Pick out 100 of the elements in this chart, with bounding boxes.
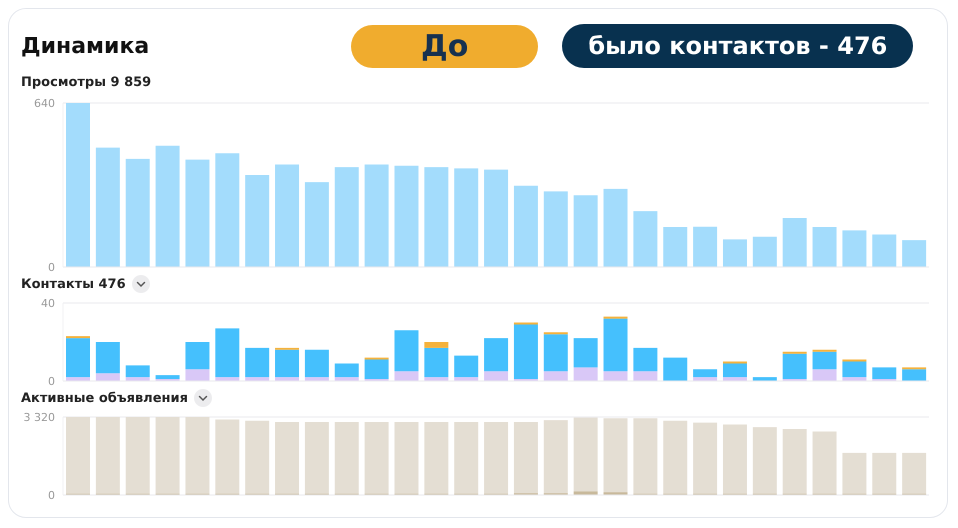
bar [902,240,926,267]
bar [514,324,538,380]
bar [872,367,896,380]
bar [275,422,300,494]
bar [544,191,568,267]
bar [782,354,807,380]
bar [394,166,418,267]
bar [544,420,568,494]
bar [215,377,240,381]
bar [722,424,747,494]
bar [544,334,568,372]
bar [782,218,807,267]
bar [334,363,359,378]
bar [215,420,240,494]
chart-title: Активные объявления [21,390,188,406]
bar [126,158,150,267]
bar [185,342,210,370]
bar [663,420,688,494]
bar [722,377,747,381]
bar [364,360,389,380]
bar [604,188,628,267]
bar [722,363,747,378]
bar [156,375,180,380]
bar [304,182,329,267]
y-tick-label: 3 320 [24,410,55,424]
bar [842,377,866,381]
bar [633,418,658,494]
bar [812,431,837,494]
bar [842,230,866,267]
bar [663,358,688,381]
bar [842,452,866,494]
chart-title: Динамика [21,34,150,58]
bar [394,371,418,381]
bar [693,369,718,378]
bar [185,160,210,267]
bar [394,330,418,372]
bar [484,170,508,267]
text: было контактов - 476 [562,24,914,68]
bar [812,352,837,370]
bar [334,377,359,381]
bar [663,227,688,267]
bar [782,428,807,494]
bar [752,236,777,267]
bar [96,373,120,381]
bar [633,371,658,381]
bar [454,356,478,378]
bar [304,350,329,378]
bar [66,103,90,267]
bar [604,318,628,372]
bar [574,195,598,267]
bar [842,362,866,378]
bar [812,369,837,381]
bar [245,377,270,381]
bar [275,164,300,267]
bar [574,367,598,381]
bar [96,417,120,494]
bar [424,377,448,381]
bar [752,377,777,381]
bar [275,377,300,381]
bar [126,365,150,378]
bar [604,371,628,381]
bar [245,420,270,494]
chart-subtitle: Просмотры 9 859 [21,75,152,92]
bar [334,167,359,267]
bar [96,148,120,267]
bar [424,422,448,494]
bar [245,175,270,267]
bar [872,234,896,267]
bar [66,417,90,494]
bar [633,348,658,372]
bar [364,164,389,267]
bar [156,417,180,494]
bar [514,186,538,267]
bar [454,168,478,267]
text: До [351,24,538,68]
bar [484,338,508,372]
y-tick-label: 0 [48,374,55,388]
bar [454,377,478,381]
bar [574,418,598,492]
bar [424,348,448,378]
bar [693,422,718,494]
bar [574,338,598,368]
bar [304,377,329,381]
bar [394,422,418,494]
bar [96,342,120,374]
bar [215,153,240,267]
y-tick-label: 40 [41,296,55,310]
bar [633,211,658,267]
bar [872,452,896,494]
bar [752,427,777,494]
bar [245,348,270,378]
y-tick-label: 640 [34,96,55,110]
bar [544,371,568,381]
bar [902,369,926,381]
bar [812,227,837,267]
bar [334,422,359,494]
bar [693,226,718,267]
bar [454,422,478,494]
bar [126,377,150,381]
bar [66,377,90,381]
